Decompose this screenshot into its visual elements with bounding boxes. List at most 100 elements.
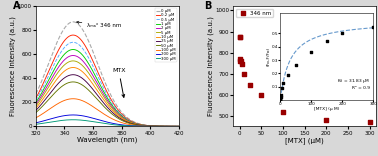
- Text: B: B: [204, 1, 212, 11]
- 300 μM: [138, 125, 143, 127]
- 300 μM: [91, 121, 95, 123]
- 2 μM: [124, 119, 129, 121]
- Line: 5 μM: 5 μM: [36, 61, 179, 126]
- 0 μM: [71, 21, 76, 23]
- 0.2 μM: [71, 34, 76, 36]
- 0.5 μM: [91, 65, 95, 67]
- 0.5 μM: [124, 118, 129, 120]
- 200 μM: [124, 124, 129, 126]
- 300 μM: [124, 125, 129, 127]
- Line: 200 μM: 200 μM: [36, 115, 179, 126]
- 0 μM: [138, 123, 143, 125]
- Line: 25 μM: 25 μM: [36, 75, 179, 126]
- 300 μM: [71, 119, 76, 121]
- Point: [239, 62, 245, 65]
- Point: [237, 36, 243, 38]
- 5 μM: [81, 65, 85, 67]
- 5 μM: [177, 125, 181, 127]
- 50 μM: [81, 84, 85, 86]
- 10 μM: [137, 124, 142, 126]
- 2 μM: [34, 103, 38, 105]
- Line: 50 μM: 50 μM: [36, 82, 179, 126]
- 100 μM: [71, 98, 76, 100]
- X-axis label: Wavelength (nm): Wavelength (nm): [77, 137, 138, 143]
- Y-axis label: Fluorescence Intensity (a.u.): Fluorescence Intensity (a.u.): [10, 16, 16, 116]
- 25 μM: [138, 124, 143, 126]
- Line: 300 μM: 300 μM: [36, 120, 179, 126]
- Point: [237, 60, 243, 63]
- 0.5 μM: [81, 48, 85, 50]
- 50 μM: [137, 124, 142, 126]
- 10 μM: [81, 71, 85, 73]
- 0.2 μM: [124, 117, 129, 119]
- 0 μM: [137, 123, 142, 125]
- 5 μM: [34, 105, 38, 107]
- 25 μM: [177, 125, 181, 127]
- 300 μM: [137, 125, 142, 127]
- 2 μM: [91, 75, 95, 76]
- 2 μM: [137, 124, 142, 126]
- Legend: 346 nm: 346 nm: [236, 9, 273, 17]
- 1 μM: [34, 102, 38, 103]
- 200 μM: [51, 117, 55, 119]
- 5 μM: [137, 124, 142, 126]
- 0 μM: [81, 29, 85, 31]
- Legend: 0 μM, 0.2 μM, 0.5 μM, 1 μM, 2 μM, 5 μM, 10 μM, 25 μM, 50 μM, 100 μM, 200 μM, 300: 0 μM, 0.2 μM, 0.5 μM, 1 μM, 2 μM, 5 μM, …: [155, 8, 177, 62]
- 0.2 μM: [34, 97, 38, 99]
- 1 μM: [177, 125, 181, 127]
- 100 μM: [81, 100, 85, 102]
- 2 μM: [177, 125, 181, 127]
- 0.2 μM: [177, 125, 181, 127]
- Text: MTX: MTX: [112, 68, 125, 97]
- Text: λₘₐˣ 346 nm: λₘₐˣ 346 nm: [77, 21, 122, 28]
- 0.5 μM: [177, 125, 181, 127]
- Text: A: A: [13, 1, 20, 11]
- 10 μM: [34, 107, 38, 109]
- 1 μM: [138, 124, 143, 126]
- 0.5 μM: [71, 41, 76, 43]
- 1 μM: [91, 70, 95, 72]
- 2 μM: [138, 124, 143, 126]
- 50 μM: [51, 94, 55, 96]
- Point: [280, 111, 286, 113]
- 1 μM: [51, 71, 55, 72]
- 25 μM: [137, 124, 142, 126]
- 100 μM: [137, 125, 142, 127]
- 200 μM: [138, 125, 143, 127]
- 10 μM: [138, 124, 143, 126]
- Point: [241, 73, 247, 75]
- 300 μM: [51, 121, 55, 123]
- 0.5 μM: [138, 124, 143, 125]
- 200 μM: [91, 117, 95, 119]
- 0 μM: [124, 116, 129, 118]
- 10 μM: [91, 83, 95, 85]
- 1 μM: [137, 124, 142, 125]
- 2 μM: [51, 75, 55, 77]
- 200 μM: [137, 125, 142, 127]
- Point: [323, 119, 329, 122]
- 0 μM: [51, 51, 55, 53]
- 0 μM: [34, 93, 38, 95]
- Line: 10 μM: 10 μM: [36, 68, 179, 126]
- Line: 100 μM: 100 μM: [36, 99, 179, 126]
- 50 μM: [71, 81, 76, 83]
- 0.5 μM: [34, 99, 38, 101]
- 0 μM: [177, 125, 181, 127]
- 200 μM: [71, 114, 76, 116]
- 25 μM: [91, 88, 95, 90]
- 10 μM: [71, 67, 76, 68]
- 25 μM: [124, 121, 129, 123]
- Line: 2 μM: 2 μM: [36, 56, 179, 126]
- Y-axis label: Fluorescence Intensity (a.u.): Fluorescence Intensity (a.u.): [207, 16, 214, 116]
- 0 μM: [91, 50, 95, 52]
- 50 μM: [177, 125, 181, 127]
- Line: 1 μM: 1 μM: [36, 49, 179, 126]
- 1 μM: [124, 118, 129, 120]
- X-axis label: [MTX] (μM): [MTX] (μM): [285, 137, 324, 144]
- 25 μM: [71, 74, 76, 76]
- 5 μM: [51, 79, 55, 81]
- 50 μM: [34, 112, 38, 114]
- 50 μM: [138, 124, 143, 126]
- 10 μM: [177, 125, 181, 127]
- Line: 0.2 μM: 0.2 μM: [36, 35, 179, 126]
